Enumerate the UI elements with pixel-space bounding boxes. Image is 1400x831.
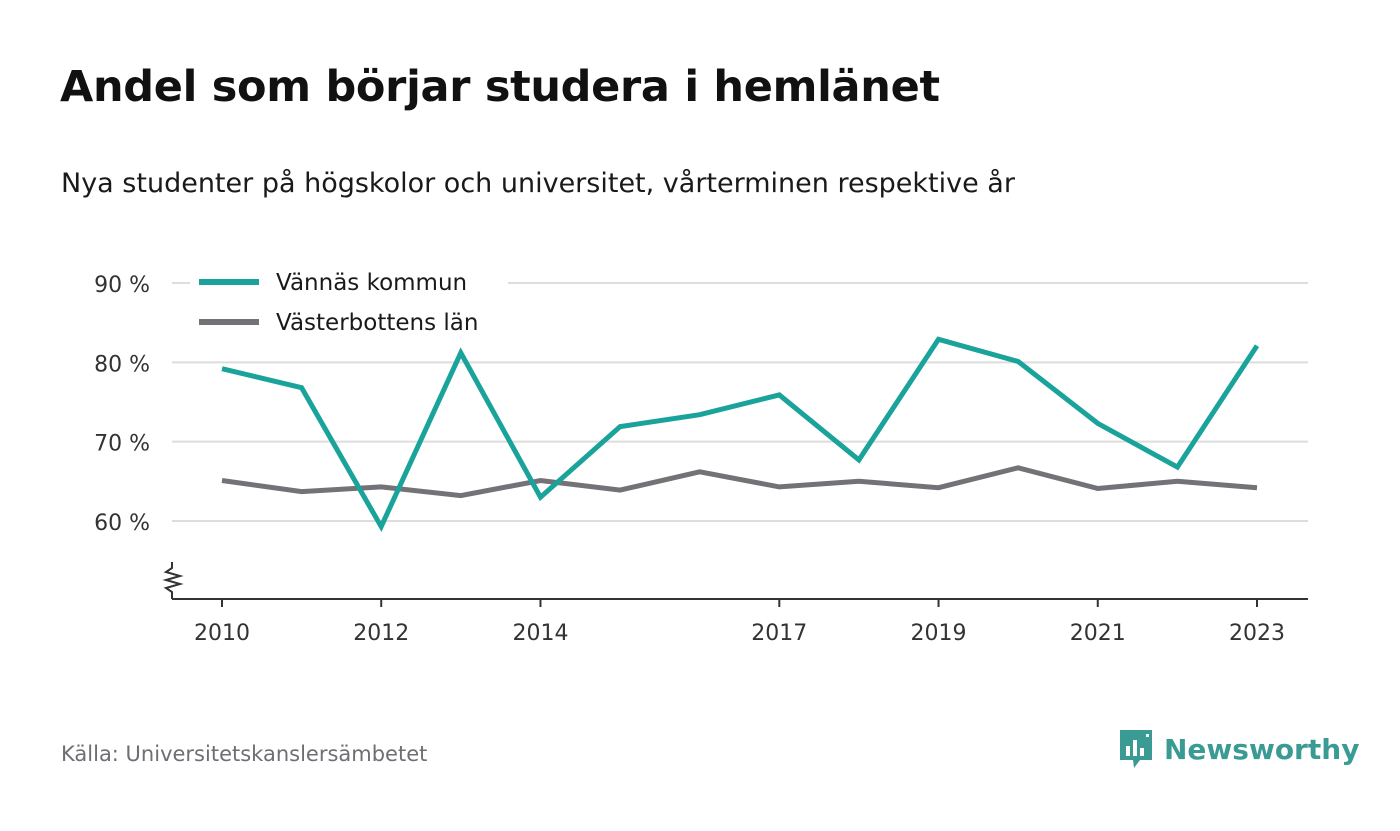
legend-label: Vännäs kommun [276,270,467,296]
newsworthy-logo-icon [1120,730,1152,768]
x-tick-label: 2010 [194,621,250,646]
chart-subtitle: Nya studenter på högskolor och universit… [61,168,1015,199]
brand-name: Newsworthy [1164,732,1360,766]
axis-layer [162,562,1308,607]
x-tick-label: 2014 [512,621,568,646]
x-tick-label: 2021 [1070,621,1126,646]
brand[interactable]: Newsworthy [1118,728,1359,770]
series-line-2 [221,465,1258,499]
axis-break-mark [162,562,184,599]
x-tick-label: 2019 [911,621,967,646]
legend-background [190,262,508,342]
x-tick-label: 2023 [1229,621,1285,646]
x-tick-labels: 2010 2012 2014 2017 2019 2021 2023 [194,621,1285,646]
source-note: Källa: Universitetskanslersämbetet [61,742,428,766]
legend: Vännäs kommun Västerbottens län [190,262,508,342]
series-line-1 [221,336,1260,533]
y-tick-labels: 60 % 70 % 80 % 90 % [94,273,150,536]
y-tick-label: 60 % [94,511,150,536]
y-tick-label: 90 % [94,273,150,298]
x-tick-label: 2012 [353,621,409,646]
y-tick-label: 70 % [94,432,150,457]
x-tick-label: 2017 [751,621,807,646]
legend-label: Västerbottens län [276,310,478,336]
chart-title: Andel som börjar studera i hemlänet [60,62,940,112]
series-layer [221,336,1260,533]
y-tick-label: 80 % [94,352,150,377]
